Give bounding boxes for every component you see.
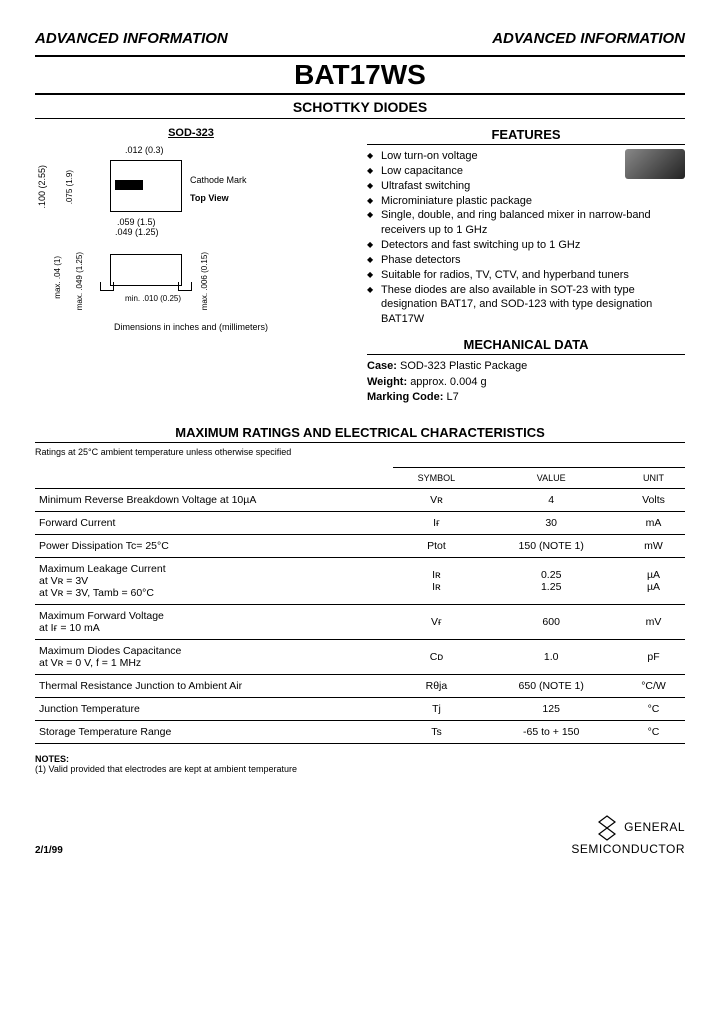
cell-symbol: Tj: [393, 698, 481, 721]
feature-item: Suitable for radios, TV, CTV, and hyperb…: [367, 268, 685, 283]
package-diagram: .012 (0.3) Cathode Mark Top View .100 (2…: [35, 145, 347, 334]
table-row: Maximum Leakage Current at Vʀ = 3V at Vʀ…: [35, 558, 685, 605]
feature-item: Microminiature plastic package: [367, 194, 685, 209]
dim-label: .075 (1.9): [65, 170, 75, 204]
feature-item: Low capacitance: [367, 164, 685, 179]
mechanical-data: Case: SOD-323 Plastic Package Weight: ap…: [367, 359, 685, 405]
cell-param: Minimum Reverse Breakdown Voltage at 10µ…: [35, 489, 393, 512]
company-logo: GENERAL SEMICONDUCTOR: [571, 814, 685, 856]
dim-label: max. .049 (1.25): [75, 252, 85, 310]
footer-date: 2/1/99: [35, 845, 63, 856]
cell-param: Maximum Diodes Capacitance at Vʀ = 0 V, …: [35, 640, 393, 675]
cell-unit: °C: [622, 721, 685, 744]
cell-param: Maximum Leakage Current at Vʀ = 3V at Vʀ…: [35, 558, 393, 605]
case-value: SOD-323 Plastic Package: [400, 360, 527, 372]
dim-label: .049 (1.25): [115, 227, 159, 239]
cell-unit: mA: [622, 512, 685, 535]
feature-item: Detectors and fast switching up to 1 GHz: [367, 238, 685, 253]
cell-unit: Volts: [622, 489, 685, 512]
logo-line2: SEMICONDUCTOR: [571, 842, 685, 856]
cell-symbol: Ptot: [393, 535, 481, 558]
package-label: SOD-323: [35, 127, 347, 139]
col-symbol: SYMBOL: [393, 468, 481, 489]
table-row: Maximum Forward Voltage at Iғ = 10 mAVғ6…: [35, 605, 685, 640]
cell-unit: mV: [622, 605, 685, 640]
cell-param: Forward Current: [35, 512, 393, 535]
header-right: ADVANCED INFORMATION: [492, 30, 685, 47]
mechanical-heading: MECHANICAL DATA: [367, 337, 685, 355]
header-left: ADVANCED INFORMATION: [35, 30, 228, 47]
cell-symbol: Rθja: [393, 675, 481, 698]
feature-item: Phase detectors: [367, 253, 685, 268]
dim-label: .100 (2.55): [37, 165, 49, 209]
ratings-heading: MAXIMUM RATINGS AND ELECTRICAL CHARACTER…: [35, 425, 685, 443]
col-value: VALUE: [480, 468, 622, 489]
table-row: Power Dissipation Tc= 25°CPtot150 (NOTE …: [35, 535, 685, 558]
cell-symbol: Iʀ Iʀ: [393, 558, 481, 605]
cell-value: 150 (NOTE 1): [480, 535, 622, 558]
features-heading: FEATURES: [367, 127, 685, 145]
cell-value: 125: [480, 698, 622, 721]
logo-line1: GENERAL: [624, 820, 685, 834]
cell-value: 650 (NOTE 1): [480, 675, 622, 698]
cell-value: 0.25 1.25: [480, 558, 622, 605]
ratings-note: Ratings at 25°C ambient temperature unle…: [35, 447, 685, 457]
cell-unit: pF: [622, 640, 685, 675]
cell-value: -65 to + 150: [480, 721, 622, 744]
cell-unit: °C: [622, 698, 685, 721]
dim-label: max. .006 (0.15): [200, 252, 210, 310]
weight-value: approx. 0.004 g: [410, 376, 486, 388]
dim-label: max. .04 (1): [53, 256, 63, 299]
table-row: Junction TemperatureTj125°C: [35, 698, 685, 721]
table-row: Forward CurrentIғ30mA: [35, 512, 685, 535]
notes-heading: NOTES:: [35, 754, 685, 764]
cell-symbol: Iғ: [393, 512, 481, 535]
notes-body: (1) Valid provided that electrodes are k…: [35, 764, 685, 774]
cell-param: Maximum Forward Voltage at Iғ = 10 mA: [35, 605, 393, 640]
cell-symbol: Cᴅ: [393, 640, 481, 675]
cell-unit: mW: [622, 535, 685, 558]
cell-unit: µA µA: [622, 558, 685, 605]
dim-label: .012 (0.3): [125, 145, 164, 157]
weight-label: Weight:: [367, 376, 407, 388]
cell-symbol: Vғ: [393, 605, 481, 640]
features-list: Low turn-on voltage Low capacitance Ultr…: [367, 149, 685, 327]
dim-label: min. .010 (0.25): [125, 294, 181, 304]
table-row: Minimum Reverse Breakdown Voltage at 10µ…: [35, 489, 685, 512]
dimension-note: Dimensions in inches and (millimeters): [35, 322, 347, 334]
cell-value: 30: [480, 512, 622, 535]
cathode-label: Cathode Mark: [190, 175, 247, 187]
cell-value: 1.0: [480, 640, 622, 675]
case-label: Case:: [367, 360, 397, 372]
cell-param: Junction Temperature: [35, 698, 393, 721]
cell-param: Thermal Resistance Junction to Ambient A…: [35, 675, 393, 698]
cell-symbol: Vʀ: [393, 489, 481, 512]
table-row: Storage Temperature RangeTs-65 to + 150°…: [35, 721, 685, 744]
subtitle: SCHOTTKY DIODES: [35, 99, 685, 119]
part-number: BAT17WS: [35, 55, 685, 95]
cell-value: 600: [480, 605, 622, 640]
feature-item: These diodes are also available in SOT-2…: [367, 283, 685, 328]
table-row: Maximum Diodes Capacitance at Vʀ = 0 V, …: [35, 640, 685, 675]
feature-item: Low turn-on voltage: [367, 149, 685, 164]
marking-value: L7: [446, 391, 458, 403]
cell-unit: °C/W: [622, 675, 685, 698]
ratings-table: SYMBOL VALUE UNIT Minimum Reverse Breakd…: [35, 467, 685, 744]
topview-label: Top View: [190, 193, 229, 205]
cell-param: Storage Temperature Range: [35, 721, 393, 744]
cell-symbol: Ts: [393, 721, 481, 744]
feature-item: Ultrafast switching: [367, 179, 685, 194]
cell-param: Power Dissipation Tc= 25°C: [35, 535, 393, 558]
feature-item: Single, double, and ring balanced mixer …: [367, 208, 685, 238]
col-unit: UNIT: [622, 468, 685, 489]
table-row: Thermal Resistance Junction to Ambient A…: [35, 675, 685, 698]
cell-value: 4: [480, 489, 622, 512]
marking-label: Marking Code:: [367, 391, 443, 403]
